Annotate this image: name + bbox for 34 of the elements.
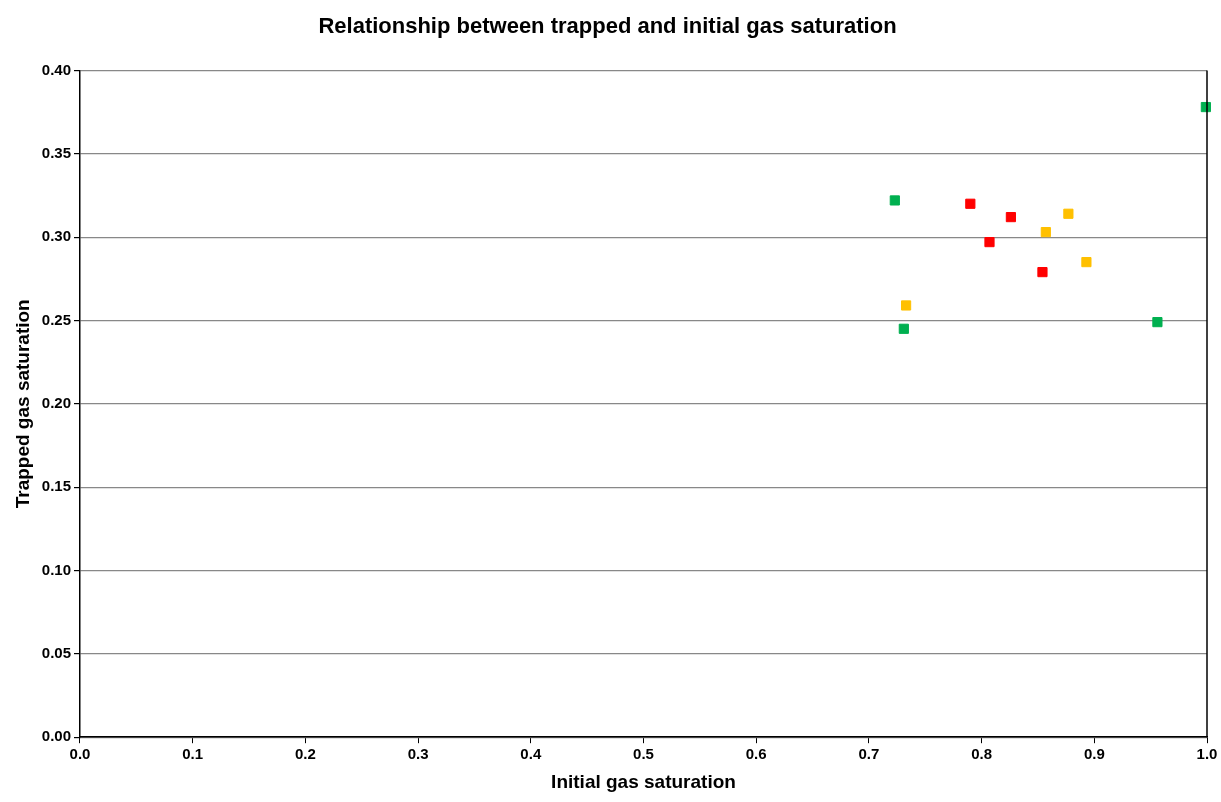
y-tick-label: 0.40: [41, 60, 71, 78]
x-tick-label: 0.5: [633, 745, 654, 763]
x-tick-label: 1.0: [1196, 745, 1218, 763]
x-tick-label: 0.7: [858, 745, 880, 763]
y-tick-label: 0.05: [41, 643, 71, 661]
point: [1063, 208, 1074, 219]
x-tick-label: 0.6: [745, 745, 767, 763]
x-tick-label: 0.0: [69, 745, 91, 763]
y-tick-label: 0.20: [41, 393, 71, 411]
point: [1005, 212, 1016, 223]
x-tick-label: 0.4: [520, 745, 542, 763]
y-tick-label: 0.15: [41, 477, 71, 495]
point: [1152, 317, 1163, 328]
point: [1081, 257, 1092, 268]
y-tick-label: 0.35: [41, 143, 71, 161]
point: [984, 237, 995, 248]
y-tick-label: 0.10: [41, 560, 71, 578]
y-axis-title: Trapped gas saturation: [11, 299, 33, 509]
x-tick-label: 0.9: [1083, 745, 1105, 763]
y-tick-label: 0.30: [41, 227, 71, 245]
point: [889, 195, 900, 206]
x-tick-label: 0.3: [407, 745, 429, 763]
point: [965, 198, 976, 209]
y-tick-label: 0.00: [41, 727, 71, 745]
x-tick-label: 0.1: [182, 745, 204, 763]
x-tick-label: 0.8: [971, 745, 993, 763]
point: [1040, 227, 1051, 238]
point: [1037, 267, 1048, 278]
point: [898, 323, 909, 334]
chart-title: Relationship between trapped and initial gas saturation: [318, 13, 897, 39]
point: [900, 300, 912, 311]
y-tick-label: 0.25: [41, 310, 71, 328]
x-axis-title: Initial gas saturation: [551, 770, 736, 792]
x-tick-label: 0.2: [294, 745, 316, 763]
